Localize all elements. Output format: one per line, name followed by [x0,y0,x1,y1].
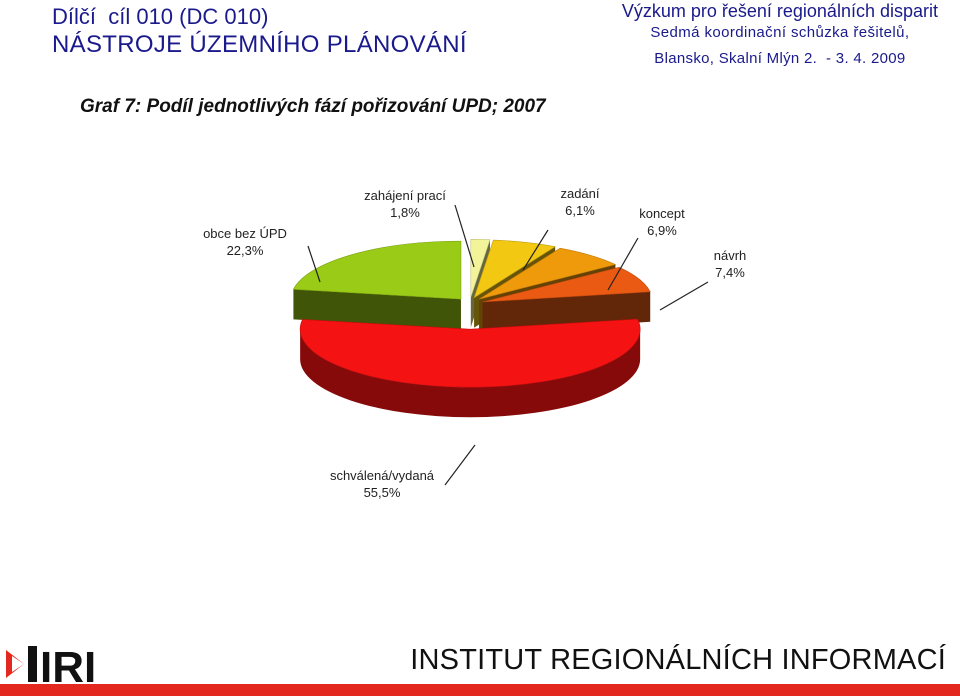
logo-text: IRI [40,643,96,686]
slice-label-návrh: návrh [714,248,747,263]
slice-obce bez ÚPD [292,240,462,300]
slice-label-schválená/vydaná: schválená/vydaná [330,468,435,483]
slice-label-koncept: koncept [639,206,685,221]
iri-logo: IRI [6,642,106,692]
leader-line-návrh [659,281,709,311]
leader-line-zadání [522,229,549,271]
slice-label-zadání: zadání [560,186,599,201]
slice-value-koncept: 6,9% [647,223,677,238]
slice-label-obce bez ÚPD: obce bez ÚPD [203,226,287,241]
slice-side-obce bez ÚPD-0 [293,289,461,330]
slice-návrh [482,266,651,303]
page-subtitle: NÁSTROJE ÚZEMNÍHO PLÁNOVÁNÍ [52,31,467,58]
chart-title: Graf 7: Podíl jednotlivých fází pořizová… [80,96,546,117]
page-title: Dílčí cíl 010 (DC 010) [52,4,269,29]
slice-label-zahájení prací: zahájení prací [364,188,446,203]
slice-value-obce bez ÚPD: 22,3% [227,243,264,258]
slice-wall-schválená/vydaná-0 [300,329,641,418]
leader-line-schválená/vydaná [444,444,476,486]
slice-schválená/vydaná [299,318,641,388]
project-name: Výzkum pro řešení regionálních disparit [621,1,938,21]
footer-accent-stripe [0,684,960,696]
slice-value-zahájení prací: 1,8% [390,205,420,220]
slice-koncept [478,247,617,300]
meeting-name: Sedmá koordinační schůzka řešitelů, [650,24,910,41]
slice-value-schválená/vydaná: 55,5% [364,485,401,500]
slice-zadání [473,239,556,299]
leader-line-koncept [607,237,639,291]
leader-line-zahájení prací [454,204,475,268]
slice-zahájení prací [470,239,491,298]
title-block: Dílčí cíl 010 (DC 010) NÁSTROJE ÚZEMNÍHO… [52,4,467,60]
meeting-place-date: Blansko, Skalní Mlýn 2. - 3. 4. 2009 [654,50,906,67]
project-header: Výzkum pro řešení regionálních disparit … [622,0,938,71]
leader-line-obce bez ÚPD [307,245,321,283]
slice-value-návrh: 7,4% [715,265,745,280]
institute-name: INSTITUT REGIONÁLNÍCH INFORMACÍ [410,644,946,676]
slice-value-zadání: 6,1% [565,203,595,218]
